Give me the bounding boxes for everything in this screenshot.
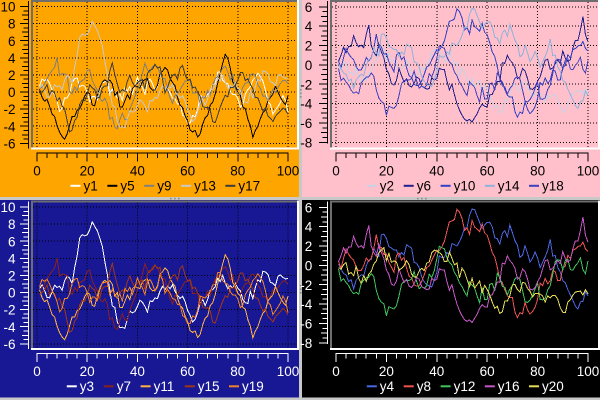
svg-text:0: 0 [33, 163, 41, 178]
svg-text:y1: y1 [83, 178, 97, 193]
svg-text:y16: y16 [498, 379, 520, 394]
svg-text:100: 100 [577, 364, 600, 379]
svg-text:-6: -6 [300, 317, 312, 332]
svg-text:y5: y5 [120, 178, 134, 193]
svg-text:0: 0 [8, 85, 16, 100]
svg-text:y14: y14 [498, 178, 520, 193]
svg-text:6: 6 [305, 0, 313, 15]
svg-text:-6: -6 [3, 136, 15, 151]
svg-text:y8: y8 [417, 379, 431, 394]
svg-text:6: 6 [8, 234, 16, 249]
svg-text:0: 0 [332, 163, 340, 178]
svg-text:-8: -8 [300, 135, 312, 150]
svg-text:-4: -4 [3, 119, 15, 134]
svg-text:100: 100 [277, 163, 300, 178]
svg-text:0: 0 [305, 58, 313, 73]
svg-text:y17: y17 [238, 178, 260, 193]
svg-text:-8: -8 [300, 336, 312, 351]
svg-text:y18: y18 [542, 178, 564, 193]
svg-text:4: 4 [305, 19, 313, 34]
svg-text:y6: y6 [417, 178, 431, 193]
svg-text:-2: -2 [3, 303, 15, 318]
svg-text:y7: y7 [117, 379, 131, 394]
svg-text:8: 8 [8, 17, 16, 32]
svg-text:-2: -2 [300, 77, 312, 92]
svg-text:6: 6 [305, 200, 313, 215]
svg-text:y3: y3 [80, 379, 94, 394]
svg-text:60: 60 [480, 364, 495, 379]
svg-text:y2: y2 [380, 178, 394, 193]
svg-text:2: 2 [8, 269, 16, 284]
svg-text:6: 6 [8, 34, 16, 49]
svg-text:2: 2 [305, 39, 313, 54]
svg-text:y19: y19 [242, 379, 264, 394]
svg-text:80: 80 [530, 364, 545, 379]
svg-text:0: 0 [332, 364, 340, 379]
svg-text:80: 80 [230, 163, 245, 178]
svg-text:0: 0 [8, 286, 16, 301]
svg-text:y10: y10 [454, 178, 476, 193]
svg-text:y11: y11 [154, 379, 175, 394]
svg-text:60: 60 [480, 163, 495, 178]
svg-text:4: 4 [305, 220, 313, 235]
svg-text:4: 4 [8, 251, 16, 266]
svg-text:y13: y13 [194, 178, 216, 193]
svg-text:20: 20 [80, 364, 95, 379]
svg-text:0: 0 [33, 364, 41, 379]
svg-text:20: 20 [379, 163, 394, 178]
svg-text:y9: y9 [157, 178, 171, 193]
svg-text:100: 100 [277, 364, 300, 379]
svg-text:60: 60 [180, 364, 195, 379]
svg-text:4: 4 [8, 51, 16, 66]
svg-text:100: 100 [577, 163, 600, 178]
svg-text:2: 2 [8, 68, 16, 83]
svg-text:-4: -4 [3, 320, 15, 335]
svg-text:-4: -4 [300, 97, 312, 112]
svg-text:y4: y4 [380, 379, 395, 394]
svg-text:40: 40 [130, 163, 145, 178]
svg-text:40: 40 [429, 364, 444, 379]
svg-text:80: 80 [230, 364, 245, 379]
svg-text:80: 80 [530, 163, 545, 178]
svg-text:-2: -2 [300, 278, 312, 293]
svg-text:y15: y15 [198, 379, 220, 394]
svg-text:-6: -6 [300, 116, 312, 131]
svg-text:-2: -2 [3, 102, 15, 117]
svg-text:2: 2 [305, 239, 313, 254]
svg-text:60: 60 [180, 163, 195, 178]
svg-text:y20: y20 [542, 379, 564, 394]
svg-text:40: 40 [429, 163, 444, 178]
svg-text:-6: -6 [3, 337, 15, 352]
svg-text:20: 20 [80, 163, 95, 178]
svg-text:y12: y12 [454, 379, 476, 394]
svg-text:8: 8 [8, 217, 16, 232]
svg-text:0: 0 [305, 258, 313, 273]
svg-text:20: 20 [379, 364, 394, 379]
svg-text:10: 10 [0, 200, 15, 215]
svg-text:-4: -4 [300, 297, 312, 312]
svg-text:40: 40 [130, 364, 145, 379]
svg-text:10: 10 [0, 0, 15, 15]
